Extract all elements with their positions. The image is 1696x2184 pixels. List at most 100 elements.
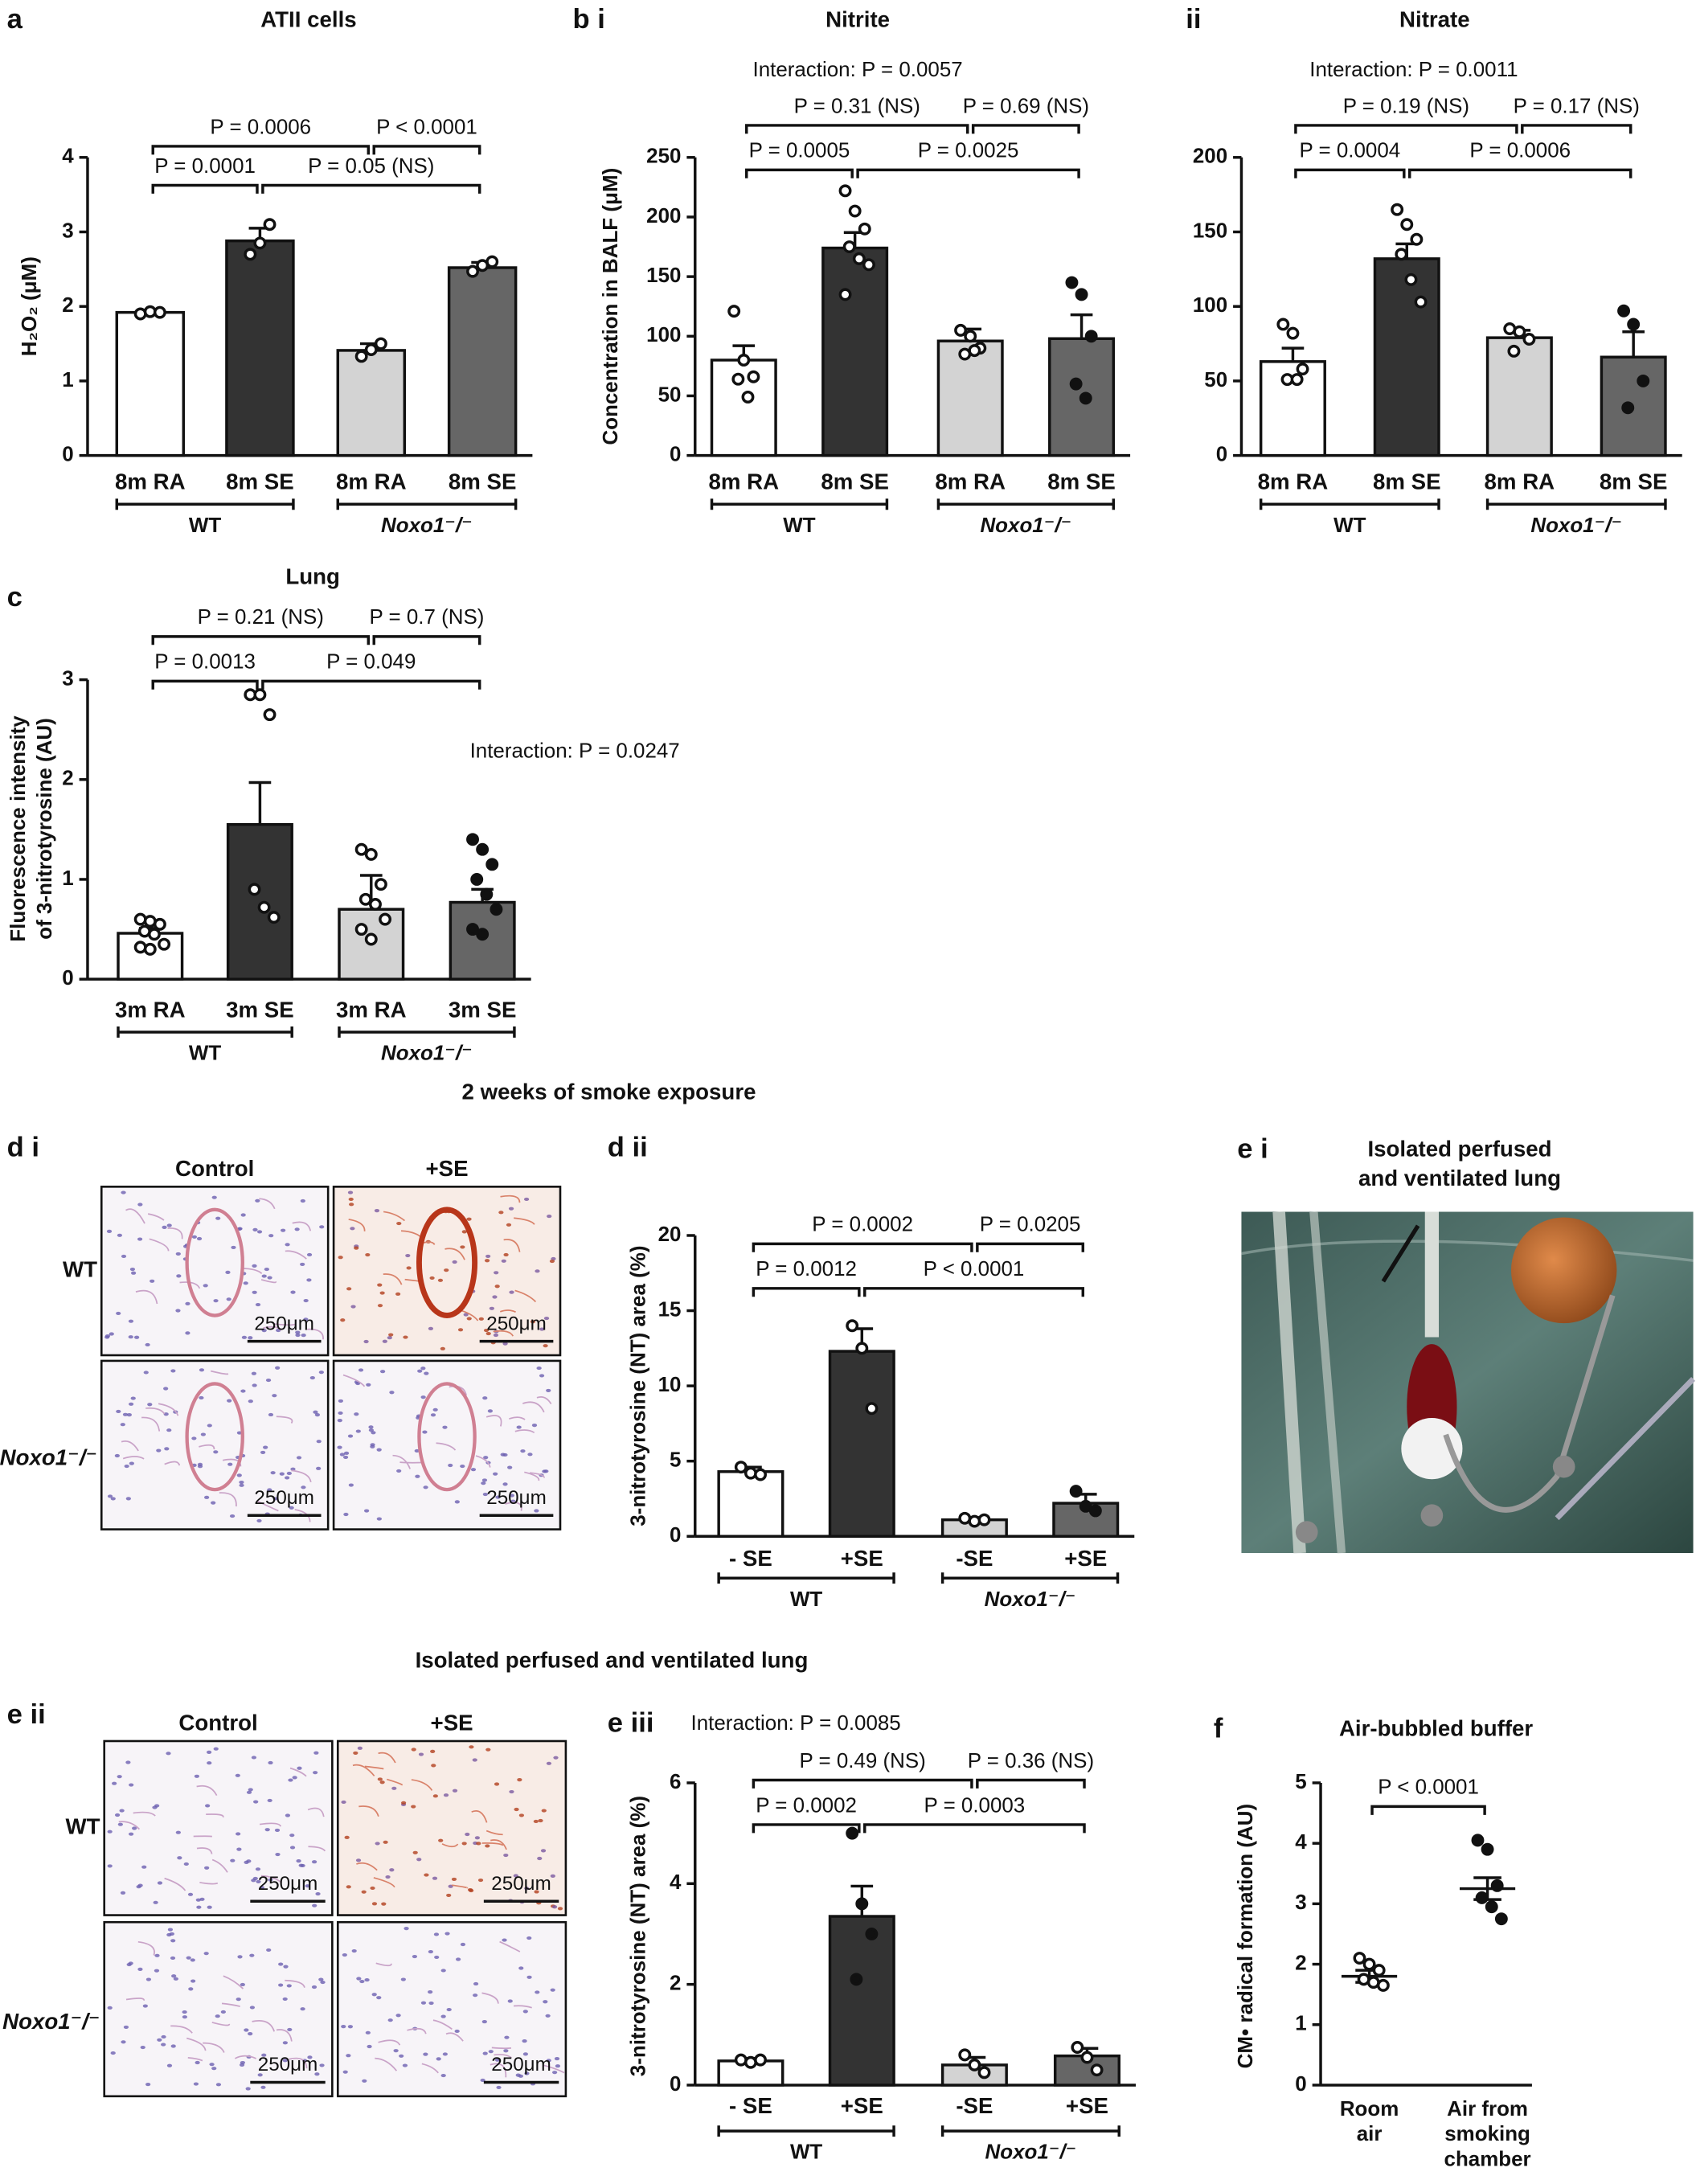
- tissue-cell: [494, 1271, 499, 1275]
- tissue-cell: [199, 1368, 205, 1372]
- tissue-cell: [154, 1969, 160, 1973]
- tissue-cell: [473, 1993, 478, 1998]
- alveolar-wall: [135, 1289, 158, 1305]
- tissue-cell: [289, 1506, 294, 1510]
- alveolar-wall: [289, 1767, 307, 1777]
- alveolar-wall: [490, 2063, 507, 2078]
- tissue-cell: [166, 2063, 173, 2067]
- tissue-cell: [338, 1411, 343, 1416]
- alveolar-wall: [145, 1407, 166, 1415]
- tissue-cell: [183, 1862, 189, 1866]
- tissue-cell: [186, 1956, 191, 1960]
- alveolar-wall: [493, 1330, 514, 1337]
- tissue-cell: [382, 1339, 387, 1343]
- tissue-cell: [354, 1246, 359, 1250]
- tissue-cell: [546, 1761, 552, 1765]
- data-point: [968, 1514, 981, 1528]
- tissue-cell: [406, 1266, 412, 1270]
- p-value: P = 0.0003: [924, 1793, 1026, 1817]
- data-point: [1410, 232, 1424, 246]
- significance-bracket: [261, 183, 481, 194]
- tissue-cell: [313, 1771, 318, 1775]
- tissue-cell: [114, 1813, 121, 1817]
- alveolar-wall: [260, 1875, 283, 1883]
- data-point: [133, 940, 147, 954]
- alveolar-wall: [308, 1846, 326, 1852]
- tissue-cell: [432, 1876, 438, 1880]
- tissue-cell: [282, 2059, 288, 2063]
- tissue-cell: [485, 1844, 490, 1848]
- y-tick-label: 1: [62, 367, 73, 391]
- tissue-cell: [257, 2073, 263, 2077]
- tissue-cell: [531, 1424, 538, 1428]
- tissue-cell: [428, 2001, 434, 2006]
- data-point: [267, 911, 281, 924]
- tissue-cell: [444, 1932, 450, 1936]
- tissue-cell: [379, 1291, 385, 1295]
- tissue-cell: [546, 2059, 551, 2063]
- tissue-cell: [173, 1977, 178, 1981]
- tissue-cell: [107, 1864, 113, 1868]
- tissue-cell: [215, 1216, 221, 1220]
- y-axis-label: H₂O₂ (μM): [17, 256, 41, 356]
- tissue-cell: [156, 1448, 162, 1453]
- y-axis-label: Concentration in BALF (μM): [598, 168, 622, 445]
- tissue-cell: [507, 1465, 513, 1469]
- tissue-cell: [514, 1807, 519, 1812]
- data-point: [153, 305, 166, 319]
- alveolar-wall: [252, 2019, 276, 2032]
- tissue-cell: [256, 1518, 262, 1523]
- data-point: [1507, 344, 1521, 358]
- x-tick-label: 8m RA: [708, 469, 779, 494]
- data-point: [731, 372, 745, 386]
- tissue-cell: [465, 1832, 470, 1837]
- bar: [117, 932, 184, 981]
- tissue-cell: [503, 2049, 509, 2053]
- tissue-cell: [188, 1987, 194, 1991]
- tissue-cell: [289, 1834, 295, 1838]
- tissue-cell: [481, 2020, 487, 2024]
- alveolar-wall: [125, 1998, 145, 2002]
- tissue-cell: [215, 2083, 222, 2087]
- tissue-cell: [157, 1881, 163, 1885]
- tissue-cell: [509, 1290, 514, 1294]
- tissue-cell: [424, 1873, 429, 1877]
- group-line: [936, 498, 1116, 510]
- tissue-cell: [517, 1778, 522, 1782]
- tissue-cell: [249, 2006, 256, 2010]
- data-point: [727, 305, 741, 318]
- p-value: P = 0.49 (NS): [799, 1748, 925, 1772]
- tissue-cell: [220, 2010, 226, 2014]
- tissue-cell: [248, 1788, 253, 1792]
- tissue-cell: [377, 1304, 383, 1308]
- tissue-cell: [478, 1317, 484, 1321]
- bar: [226, 822, 293, 981]
- group-line: [940, 1572, 1120, 1584]
- tissue-cell: [371, 1431, 376, 1435]
- group-line: [710, 498, 889, 510]
- tissue-cell: [353, 1751, 358, 1755]
- tissue-cell: [339, 1453, 345, 1457]
- tissue-cell: [125, 1760, 131, 1764]
- tissue-cell: [199, 1395, 204, 1400]
- tissue-cell: [154, 1953, 160, 1957]
- tissue-cell: [194, 1774, 200, 1778]
- data-point: [1481, 1842, 1494, 1856]
- tissue-cell: [494, 1782, 500, 1786]
- p-value: P = 0.7 (NS): [370, 604, 485, 629]
- x-tick-label: 8m SE: [821, 469, 889, 494]
- group-line: [717, 2125, 895, 2137]
- tissue-cell: [526, 1975, 532, 1979]
- tissue-cell: [185, 1331, 190, 1335]
- alveolar-wall: [383, 1211, 405, 1222]
- scale-bar-label: 250μm: [486, 1313, 546, 1334]
- tissue-cell: [539, 1327, 545, 1331]
- tissue-cell: [385, 1875, 391, 1879]
- alveolar-wall: [444, 1248, 465, 1260]
- y-tick-label: 0: [1295, 2071, 1306, 2096]
- data-point: [968, 2058, 981, 2071]
- tissue-cell: [314, 2072, 320, 2076]
- tissue-cell: [261, 2053, 267, 2057]
- y-tick-label: 15: [658, 1297, 682, 1321]
- data-point: [1513, 325, 1526, 338]
